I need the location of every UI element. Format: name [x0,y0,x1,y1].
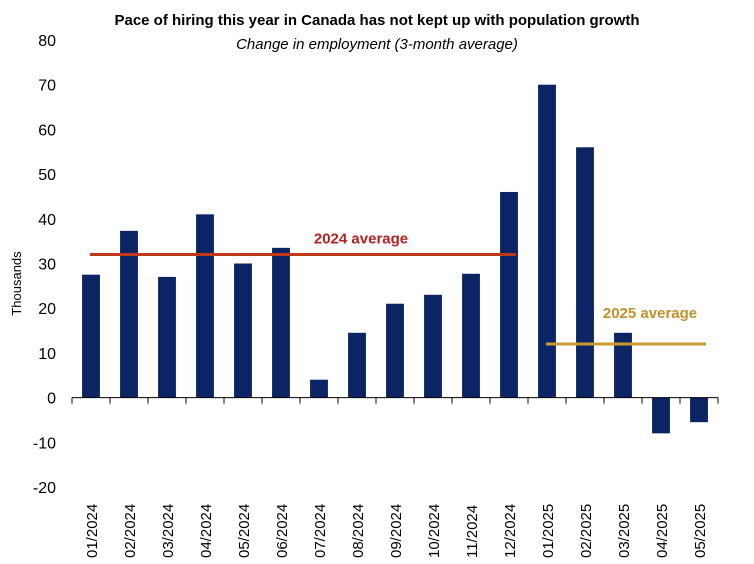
bar-03-2025 [614,332,632,398]
x-tick-label: 09/2024 [388,504,405,558]
bar-11-2024 [462,273,480,398]
y-tick-label: -10 [33,435,56,452]
x-tick-label: 02/2024 [122,504,139,558]
bar-12-2024 [500,191,518,398]
bar-01-2024 [82,274,100,398]
bar-05-2025 [690,397,708,423]
x-tick-label: 03/2025 [616,504,633,558]
y-tick-label: 30 [38,257,56,274]
y-tick-label: 40 [38,212,56,229]
y-tick-label: 10 [38,346,56,363]
bar-07-2024 [310,379,328,398]
x-tick-label: 02/2025 [578,504,595,558]
y-tick-label: 70 [38,78,56,95]
x-tick-label: 10/2024 [426,504,443,558]
bar-10-2024 [424,294,442,398]
reference-line-label-2: 2025 average [603,305,697,322]
x-tick-label: 03/2024 [160,504,177,558]
bar-05-2024 [234,263,252,398]
y-tick-label: -20 [33,480,56,497]
bar-06-2024 [272,247,290,398]
x-tick-label: 04/2024 [198,504,215,558]
y-tick-label: 60 [38,122,56,139]
x-tick-label: 01/2025 [540,504,557,558]
reference-line-label-1: 2024 average [314,231,408,248]
bar-01-2025 [538,84,556,398]
bar-08-2024 [348,332,366,398]
x-tick-label: 08/2024 [350,504,367,558]
x-tick-label: 12/2024 [502,504,519,558]
y-tick-label: 0 [47,391,56,408]
bar-09-2024 [386,303,404,398]
x-tick-label: 06/2024 [274,504,291,558]
bar-02-2025 [576,147,594,398]
x-tick-label: 11/2024 [464,505,481,558]
x-tick-label: 01/2024 [84,504,101,558]
y-axis-label: Thousands [9,251,24,316]
bar-04-2025 [652,397,670,434]
y-tick-label: 80 [38,33,56,50]
chart-subtitle: Change in employment (3-month average) [236,36,518,53]
x-tick-label: 05/2025 [692,504,709,558]
x-tick-label: 04/2025 [654,504,671,558]
y-tick-label: 20 [38,301,56,318]
bar-04-2024 [196,214,214,398]
y-tick-label: 50 [38,167,56,184]
x-tick-label: 05/2024 [236,504,253,558]
x-tick-label: 07/2024 [312,504,329,558]
chart-title: Pace of hiring this year in Canada has n… [114,12,640,29]
bar-02-2024 [120,230,138,398]
bar-03-2024 [158,276,176,398]
